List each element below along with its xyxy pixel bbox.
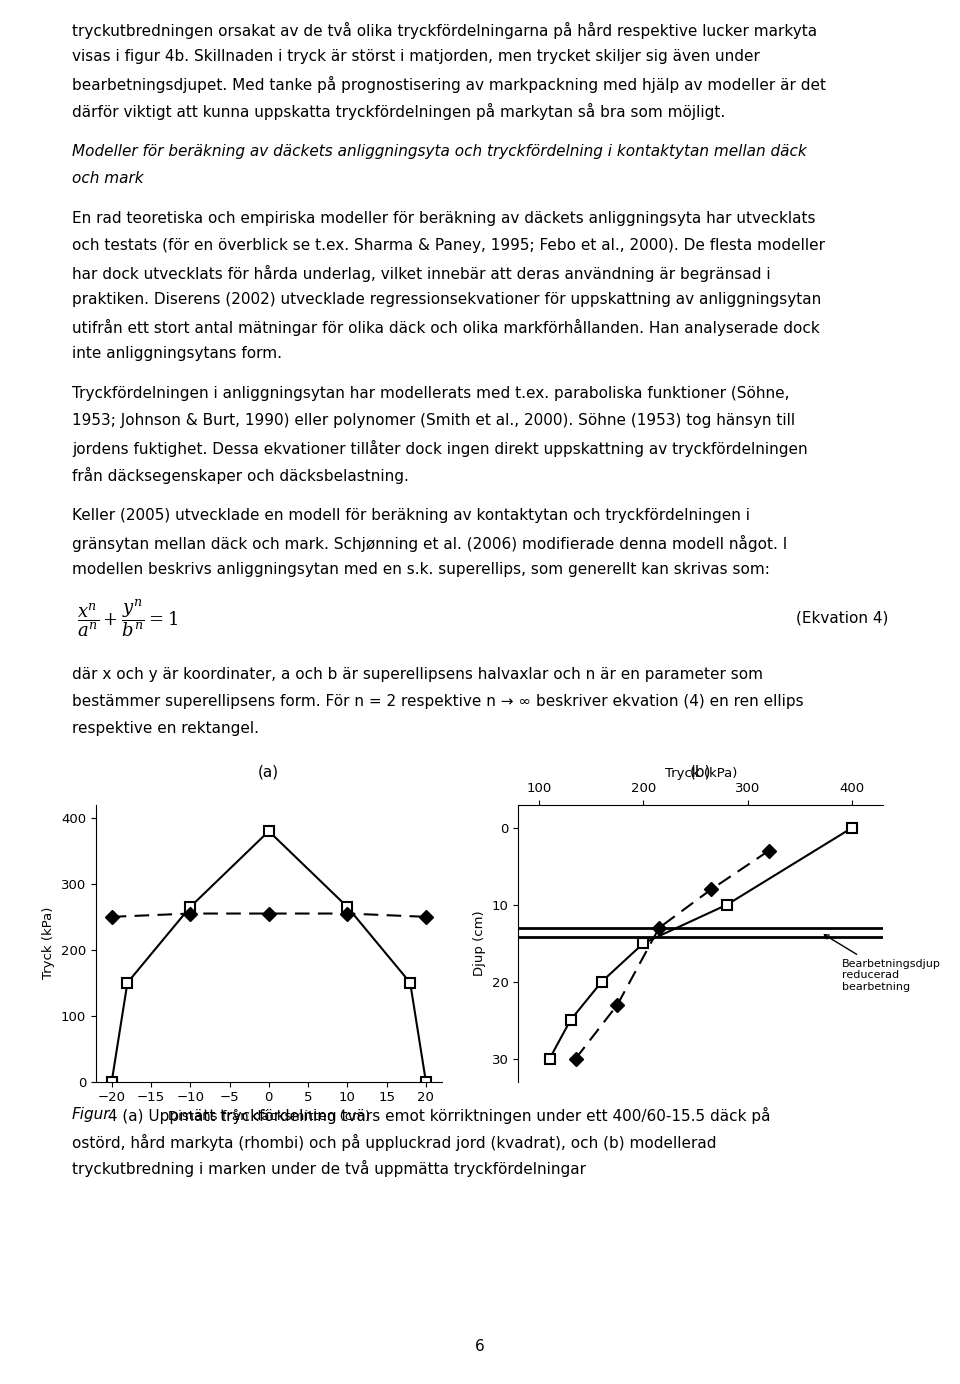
Text: och testats (för en överblick se t.ex. Sharma & Paney, 1995; Febo et al., 2000).: och testats (för en överblick se t.ex. S… — [72, 238, 825, 253]
X-axis label: Tryck (kPa): Tryck (kPa) — [664, 767, 737, 779]
Text: har dock utvecklats för hårda underlag, vilket innebär att deras användning är b: har dock utvecklats för hårda underlag, … — [72, 264, 771, 282]
Text: Keller (2005) utvecklade en modell för beräkning av kontaktytan och tryckfördeln: Keller (2005) utvecklade en modell för b… — [72, 508, 750, 523]
Text: En rad teoretiska och empiriska modeller för beräkning av däckets anliggningsyta: En rad teoretiska och empiriska modeller… — [72, 210, 815, 226]
Text: 4 (a) Uppmätt tryckfördelning tvärs emot körriktningen under ett 400/60-15.5 däc: 4 (a) Uppmätt tryckfördelning tvärs emot… — [103, 1106, 770, 1124]
Text: tryckutbredning i marken under de två uppmätta tryckfördelningar: tryckutbredning i marken under de två up… — [72, 1160, 586, 1178]
Text: respektive en rektangel.: respektive en rektangel. — [72, 721, 259, 736]
Y-axis label: Djup (cm): Djup (cm) — [473, 911, 487, 976]
Text: ostörd, hård markyta (rhombi) och på uppluckrad jord (kvadrat), och (b) modeller: ostörd, hård markyta (rhombi) och på upp… — [72, 1133, 716, 1150]
Text: Bearbetningsdjup
reducerad
bearbetning: Bearbetningsdjup reducerad bearbetning — [825, 934, 941, 992]
Text: jordens fuktighet. Dessa ekvationer tillåter dock ingen direkt uppskattning av t: jordens fuktighet. Dessa ekvationer till… — [72, 440, 807, 458]
Text: 1953; Johnson & Burt, 1990) eller polynomer (Smith et al., 2000). Söhne (1953) t: 1953; Johnson & Burt, 1990) eller polyno… — [72, 414, 795, 429]
Text: visas i figur 4b. Skillnaden i tryck är störst i matjorden, men trycket skiljer : visas i figur 4b. Skillnaden i tryck är … — [72, 50, 760, 64]
Text: där x och y är koordinater, a och b är superellipsens halvaxlar och n är en para: där x och y är koordinater, a och b är s… — [72, 667, 763, 682]
Text: Modeller för beräkning av däckets anliggningsyta och tryckfördelning i kontaktyt: Modeller för beräkning av däckets anligg… — [72, 144, 806, 159]
Text: gränsytan mellan däck och mark. Schjønning et al. (2006) modifierade denna model: gränsytan mellan däck och mark. Schjønni… — [72, 534, 787, 552]
Text: (a): (a) — [258, 764, 279, 779]
Text: Tryckfördelningen i anliggningsytan har modellerats med t.ex. paraboliska funkti: Tryckfördelningen i anliggningsytan har … — [72, 386, 789, 401]
Text: utifrån ett stort antal mätningar för olika däck och olika markförhållanden. Han: utifrån ett stort antal mätningar för ol… — [72, 318, 820, 336]
Text: 6: 6 — [475, 1338, 485, 1354]
Text: (b): (b) — [690, 764, 711, 779]
Text: $\dfrac{x^n}{a^n}+\dfrac{y^n}{b^n}=1$: $\dfrac{x^n}{a^n}+\dfrac{y^n}{b^n}=1$ — [77, 597, 178, 638]
Text: därför viktigt att kunna uppskatta tryckfördelningen på markytan så bra som möjl: därför viktigt att kunna uppskatta tryck… — [72, 104, 725, 120]
Text: praktiken. Diserens (2002) utvecklade regressionsekvationer för uppskattning av : praktiken. Diserens (2002) utvecklade re… — [72, 292, 821, 307]
Text: Figur: Figur — [72, 1106, 110, 1121]
Text: bearbetningsdjupet. Med tanke på prognostisering av markpackning med hjälp av mo: bearbetningsdjupet. Med tanke på prognos… — [72, 76, 826, 93]
Text: inte anliggningsytans form.: inte anliggningsytans form. — [72, 346, 282, 361]
Text: och mark: och mark — [72, 170, 144, 185]
Text: bestämmer superellipsens form. För n = 2 respektive n → ∞ beskriver ekvation (4): bestämmer superellipsens form. För n = 2… — [72, 695, 804, 709]
X-axis label: Distans från däcksmitten (cm): Distans från däcksmitten (cm) — [168, 1110, 370, 1122]
Text: tryckutbredningen orsakat av de två olika tryckfördelningarna på hård respektive: tryckutbredningen orsakat av de två olik… — [72, 22, 817, 39]
Y-axis label: Tryck (kPa): Tryck (kPa) — [42, 907, 56, 980]
Text: modellen beskrivs anliggningsytan med en s.k. superellips, som generellt kan skr: modellen beskrivs anliggningsytan med en… — [72, 562, 770, 577]
Text: (Ekvation 4): (Ekvation 4) — [796, 610, 888, 626]
Text: från däcksegenskaper och däcksbelastning.: från däcksegenskaper och däcksbelastning… — [72, 468, 409, 484]
